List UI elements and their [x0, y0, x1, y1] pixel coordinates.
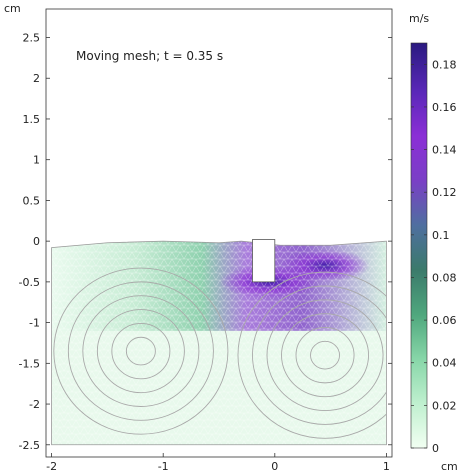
x-tick-label: -1 [158, 460, 169, 473]
x-unit-label: cm [441, 460, 458, 473]
y-tick-label: 1.5 [23, 113, 41, 126]
fluid-domain [51, 241, 387, 445]
colorbar-tick-label: 0.02 [432, 399, 457, 412]
streamline [237, 271, 387, 439]
colorbar-gradient [410, 42, 428, 449]
domain-outline [51, 240, 387, 446]
colorbar-tick-label: 0.14 [432, 144, 457, 157]
streamline [53, 267, 229, 435]
x-axis: -2 -1 0 1 [46, 453, 390, 473]
obstacle [252, 239, 276, 283]
y-tick-label: -2.5 [19, 439, 40, 452]
colorbar-tick-label: 0.08 [432, 271, 457, 284]
streamlines [53, 267, 387, 439]
streamline [295, 327, 355, 384]
colorbar-tick-label: 0.12 [432, 186, 457, 199]
x-tick-label: 1 [383, 460, 390, 473]
streamline [266, 299, 384, 412]
y-tick-label: -2 [29, 398, 40, 411]
plot-frame [45, 8, 393, 458]
streamline [252, 285, 387, 425]
y-unit-label: cm [4, 2, 21, 15]
streamline [281, 313, 370, 398]
y-tick-label: -1.5 [19, 357, 40, 370]
streamline [310, 340, 340, 370]
colorbar-tick-label: 0.04 [432, 357, 457, 370]
x-tick-label: -2 [46, 460, 57, 473]
y-tick-label: 2.5 [23, 32, 41, 45]
colorbar-tick-label: 0.1 [432, 229, 450, 242]
y-axis: 2.5 2 1.5 1 0.5 0 -0.5 -1 -1.5 -2 -2.5 [19, 32, 392, 452]
colorbar-tick-label: 0 [432, 442, 439, 455]
colorbar-unit: m/s [409, 12, 429, 25]
streamline [125, 336, 156, 366]
colorbar: m/s 0 0.02 0.04 0.06 0.08 0.1 0.12 0.14 0.16 0.18 [409, 12, 457, 455]
y-tick-label: 0.5 [23, 194, 41, 207]
colorbar-tick-label: 0.16 [432, 101, 457, 114]
chart-title: Moving mesh; t = 0.35 s [76, 49, 223, 63]
y-tick-label: -0.5 [19, 276, 40, 289]
y-tick-label: -1 [29, 317, 40, 330]
streamline [111, 322, 171, 380]
streamline [82, 295, 200, 407]
colorbar-tick-label: 0.18 [432, 58, 457, 71]
y-tick-label: 1 [33, 154, 40, 167]
y-tick-label: 0 [33, 235, 40, 248]
x-tick-label: 0 [271, 460, 278, 473]
colorbar-tick-label: 0.06 [432, 314, 457, 327]
streamline [96, 309, 185, 394]
y-tick-label: 2 [33, 72, 40, 85]
streamline [67, 281, 214, 421]
